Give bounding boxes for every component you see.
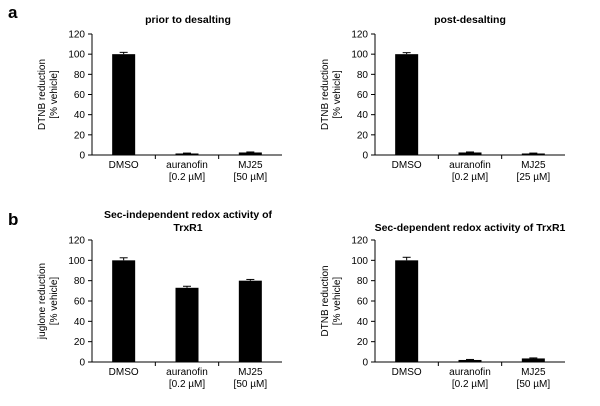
category-label: DMSO bbox=[392, 367, 422, 378]
y-tick-label: 0 bbox=[79, 151, 85, 162]
category-label: MJ25 bbox=[238, 367, 263, 378]
category-label: [0.2 µM] bbox=[169, 172, 206, 183]
chart-sec-dependent-redox-activity: Sec-dependent redox activity of TrxR1 0 20… bbox=[320, 222, 566, 390]
category-label: [0.2 µM] bbox=[169, 379, 206, 390]
y-tick-label: 100 bbox=[351, 50, 368, 61]
bar-auranofin bbox=[458, 359, 482, 362]
category-label: DMSO bbox=[109, 367, 139, 378]
y-tick-label: 80 bbox=[74, 70, 86, 81]
category-label: MJ25 bbox=[238, 160, 263, 171]
chart-post-desalting: post-desalting 0 20 40 60 80 100 120 DTNB reduct… bbox=[320, 14, 565, 183]
bar-auranofin bbox=[175, 287, 199, 362]
bar-mj25 bbox=[521, 153, 545, 155]
y-tick-label: 40 bbox=[74, 110, 86, 121]
category-label: auranofin bbox=[449, 160, 491, 171]
y-tick-label: 100 bbox=[68, 50, 85, 61]
y-tick-label: 0 bbox=[362, 358, 368, 369]
category-label: [50 µM] bbox=[234, 172, 268, 183]
y-tick-label: 100 bbox=[68, 256, 85, 267]
category-label: [0.2 µM] bbox=[452, 172, 489, 183]
y-tick-label: 120 bbox=[351, 30, 368, 41]
bar-dmso bbox=[395, 260, 419, 362]
bar-mj25 bbox=[238, 280, 262, 362]
y-tick-label: 60 bbox=[357, 90, 369, 101]
y-tick-label: 40 bbox=[357, 110, 369, 121]
y-axis-label-line: [% vehicle] bbox=[49, 70, 60, 119]
y-tick-label: 60 bbox=[74, 297, 86, 308]
category-label: [50 µM] bbox=[234, 379, 268, 390]
category-label: auranofin bbox=[166, 160, 208, 171]
bar-mj25 bbox=[238, 152, 262, 155]
y-tick-label: 60 bbox=[357, 297, 369, 308]
category-label: DMSO bbox=[392, 160, 422, 171]
y-tick-label: 60 bbox=[74, 90, 86, 101]
bar-dmso bbox=[112, 54, 136, 155]
chart-title-line: Sec-independent redox activity of bbox=[104, 209, 273, 221]
y-tick-label: 20 bbox=[357, 337, 369, 348]
chart-title-line: TrxR1 bbox=[173, 222, 202, 234]
y-axis-label-line: [% vehicle] bbox=[332, 70, 343, 119]
y-tick-label: 120 bbox=[351, 236, 368, 247]
y-tick-label: 20 bbox=[357, 130, 369, 141]
y-axis-label-line: juglone reduction bbox=[37, 263, 48, 340]
category-label: MJ25 bbox=[521, 160, 546, 171]
y-axis-label-line: [% vehicle] bbox=[332, 277, 343, 326]
bar-dmso bbox=[395, 54, 419, 155]
category-label: MJ25 bbox=[521, 367, 546, 378]
y-tick-label: 20 bbox=[74, 337, 86, 348]
category-label: auranofin bbox=[166, 367, 208, 378]
chart-prior-to-desalting: prior to desalting 0 20 40 60 80 100 120 DTNB re… bbox=[37, 14, 282, 183]
y-tick-label: 100 bbox=[351, 256, 368, 267]
y-axis-label-line: DTNB reduction bbox=[320, 265, 331, 336]
bar-auranofin bbox=[458, 152, 482, 155]
y-tick-label: 40 bbox=[357, 317, 369, 328]
y-tick-label: 80 bbox=[357, 276, 369, 287]
y-tick-label: 40 bbox=[74, 317, 86, 328]
y-axis-label-line: DTNB reduction bbox=[320, 59, 331, 130]
panel-letter-a: a bbox=[8, 3, 18, 22]
y-axis-label-line: DTNB reduction bbox=[37, 59, 48, 130]
chart-title-line: Sec-dependent redox activity of TrxR1 bbox=[375, 222, 566, 234]
bar-auranofin bbox=[175, 153, 199, 155]
y-tick-label: 80 bbox=[357, 70, 369, 81]
y-tick-label: 0 bbox=[79, 358, 85, 369]
category-label: auranofin bbox=[449, 367, 491, 378]
y-tick-label: 0 bbox=[362, 151, 368, 162]
bar-dmso bbox=[112, 260, 136, 362]
y-axis-label-line: [% vehicle] bbox=[49, 277, 60, 326]
chart-title-line: post-desalting bbox=[434, 14, 506, 26]
panel-letter-b: b bbox=[8, 210, 19, 229]
category-label: [0.2 µM] bbox=[452, 379, 489, 390]
category-label: [25 µM] bbox=[517, 172, 551, 183]
bar-mj25 bbox=[521, 358, 545, 362]
category-label: [50 µM] bbox=[517, 379, 551, 390]
y-tick-label: 20 bbox=[74, 130, 86, 141]
category-label: DMSO bbox=[109, 160, 139, 171]
chart-title-line: prior to desalting bbox=[145, 14, 231, 26]
y-tick-label: 80 bbox=[74, 276, 86, 287]
y-tick-label: 120 bbox=[68, 236, 85, 247]
y-tick-label: 120 bbox=[68, 30, 85, 41]
